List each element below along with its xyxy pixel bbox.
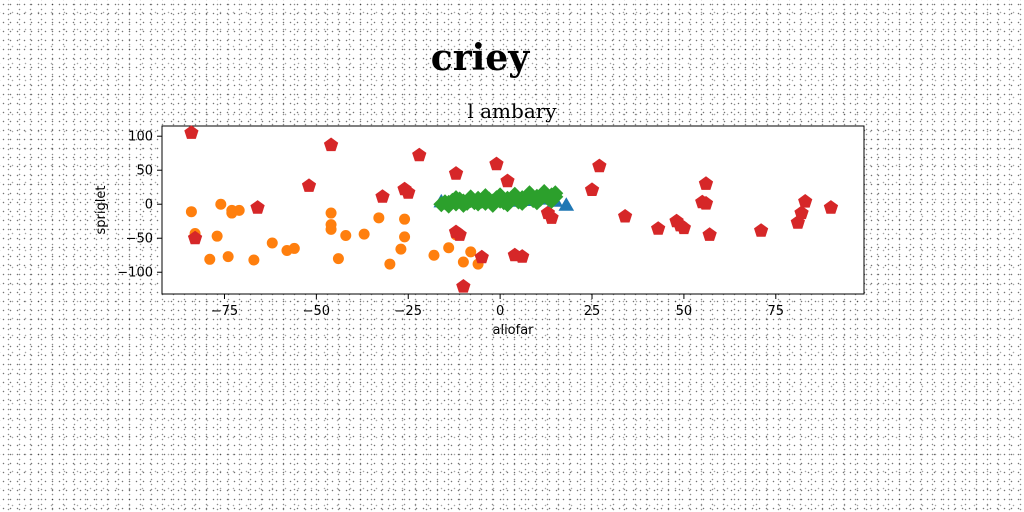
series-1-point-11 bbox=[452, 227, 467, 241]
series-1-point-0 bbox=[184, 125, 199, 139]
series-3-point-45 bbox=[521, 185, 538, 202]
chart-title: criey bbox=[431, 37, 530, 79]
y-axis: 100 50 0 −50 −100 bbox=[117, 130, 162, 281]
series-3-point-42 bbox=[477, 188, 494, 205]
series-0-point-19 bbox=[358, 228, 370, 240]
series-1-point-20 bbox=[584, 182, 600, 196]
series-1-point-21 bbox=[592, 158, 607, 173]
x-tick-label: 0 bbox=[496, 304, 504, 319]
series-1-point-35 bbox=[823, 200, 839, 214]
series-0-point-5 bbox=[222, 251, 234, 263]
series-0-point-2 bbox=[204, 253, 216, 265]
x-tick-label: −75 bbox=[211, 304, 238, 319]
series-0-point-8 bbox=[233, 204, 245, 216]
series-0-point-9 bbox=[248, 254, 260, 266]
series-1-point-4 bbox=[323, 137, 339, 152]
series-3-point-40 bbox=[448, 190, 464, 207]
y-axis-label: spriglet bbox=[94, 186, 109, 235]
x-tick-label: 25 bbox=[584, 304, 601, 319]
series-0-point-20 bbox=[373, 212, 385, 224]
series-3-point-47 bbox=[547, 185, 564, 202]
series-0-point-4 bbox=[215, 198, 227, 210]
series-0-point-26 bbox=[443, 242, 455, 254]
series-1-point-15 bbox=[500, 173, 515, 188]
series-1-point-2 bbox=[250, 200, 265, 214]
y-tick-label: 50 bbox=[136, 164, 153, 179]
series-3-point-36 bbox=[499, 196, 516, 213]
x-tick-label: −50 bbox=[303, 304, 330, 319]
series-1-point-1 bbox=[187, 230, 203, 245]
series-0-point-0 bbox=[185, 206, 197, 218]
series-3-point-43 bbox=[492, 187, 509, 204]
series-0-point-29 bbox=[465, 246, 477, 258]
series-1-point-29 bbox=[698, 176, 714, 190]
data-marks bbox=[184, 125, 839, 293]
series-3-point-35 bbox=[484, 196, 501, 213]
x-axis-label: aliofar bbox=[492, 323, 534, 338]
y-tick-label: −100 bbox=[117, 266, 153, 281]
series-1-point-9 bbox=[448, 166, 464, 180]
series-2-point-9 bbox=[558, 197, 575, 211]
series-0-point-25 bbox=[428, 249, 440, 261]
series-0-point-22 bbox=[395, 243, 407, 255]
series-3-point-41 bbox=[462, 189, 479, 206]
series-1-point-12 bbox=[456, 279, 471, 293]
series-0-point-14 bbox=[325, 207, 337, 219]
series-0-point-13 bbox=[288, 242, 300, 254]
series-1-point-28 bbox=[698, 196, 714, 210]
series-1-point-19 bbox=[544, 210, 559, 224]
x-axis: −75 −50 −25 0 25 50 75 bbox=[211, 294, 784, 319]
x-tick-label: 75 bbox=[768, 304, 785, 319]
x-tick-label: −25 bbox=[395, 304, 422, 319]
series-1-point-34 bbox=[798, 194, 813, 208]
y-tick-label: 0 bbox=[145, 198, 153, 213]
series-1-point-23 bbox=[651, 221, 666, 235]
series-3-point-38 bbox=[528, 194, 545, 211]
series-0-point-16 bbox=[325, 223, 337, 235]
series-1-point-8 bbox=[412, 147, 427, 162]
series-1-point-22 bbox=[618, 209, 633, 223]
series-1-point-3 bbox=[301, 178, 317, 192]
y-tick-label: −50 bbox=[126, 232, 153, 247]
chart-subtitle: l ambary bbox=[467, 99, 557, 123]
series-3-point-44 bbox=[506, 186, 523, 203]
series-1-point-31 bbox=[754, 223, 769, 237]
series-1-point-5 bbox=[375, 189, 390, 203]
x-tick-label: 50 bbox=[676, 304, 693, 319]
series-1-point-30 bbox=[702, 227, 717, 241]
series-1-point-33 bbox=[794, 205, 809, 220]
series-0-point-18 bbox=[340, 230, 352, 242]
series-0-point-24 bbox=[399, 213, 411, 225]
series-0-point-3 bbox=[211, 230, 223, 242]
series-0-point-23 bbox=[399, 231, 411, 243]
series-1-point-13 bbox=[474, 249, 489, 264]
series-1-point-26 bbox=[676, 220, 691, 235]
series-1-point-17 bbox=[515, 249, 530, 263]
series-0-point-28 bbox=[457, 256, 469, 268]
plot-area bbox=[161, 125, 865, 295]
series-3-point-46 bbox=[536, 184, 553, 200]
series-1-point-7 bbox=[401, 185, 416, 199]
series-0-point-11 bbox=[266, 237, 278, 249]
series-0-point-21 bbox=[384, 258, 396, 270]
series-1-point-14 bbox=[489, 156, 504, 171]
series-0-point-17 bbox=[332, 253, 344, 265]
y-tick-label: 100 bbox=[128, 130, 153, 145]
